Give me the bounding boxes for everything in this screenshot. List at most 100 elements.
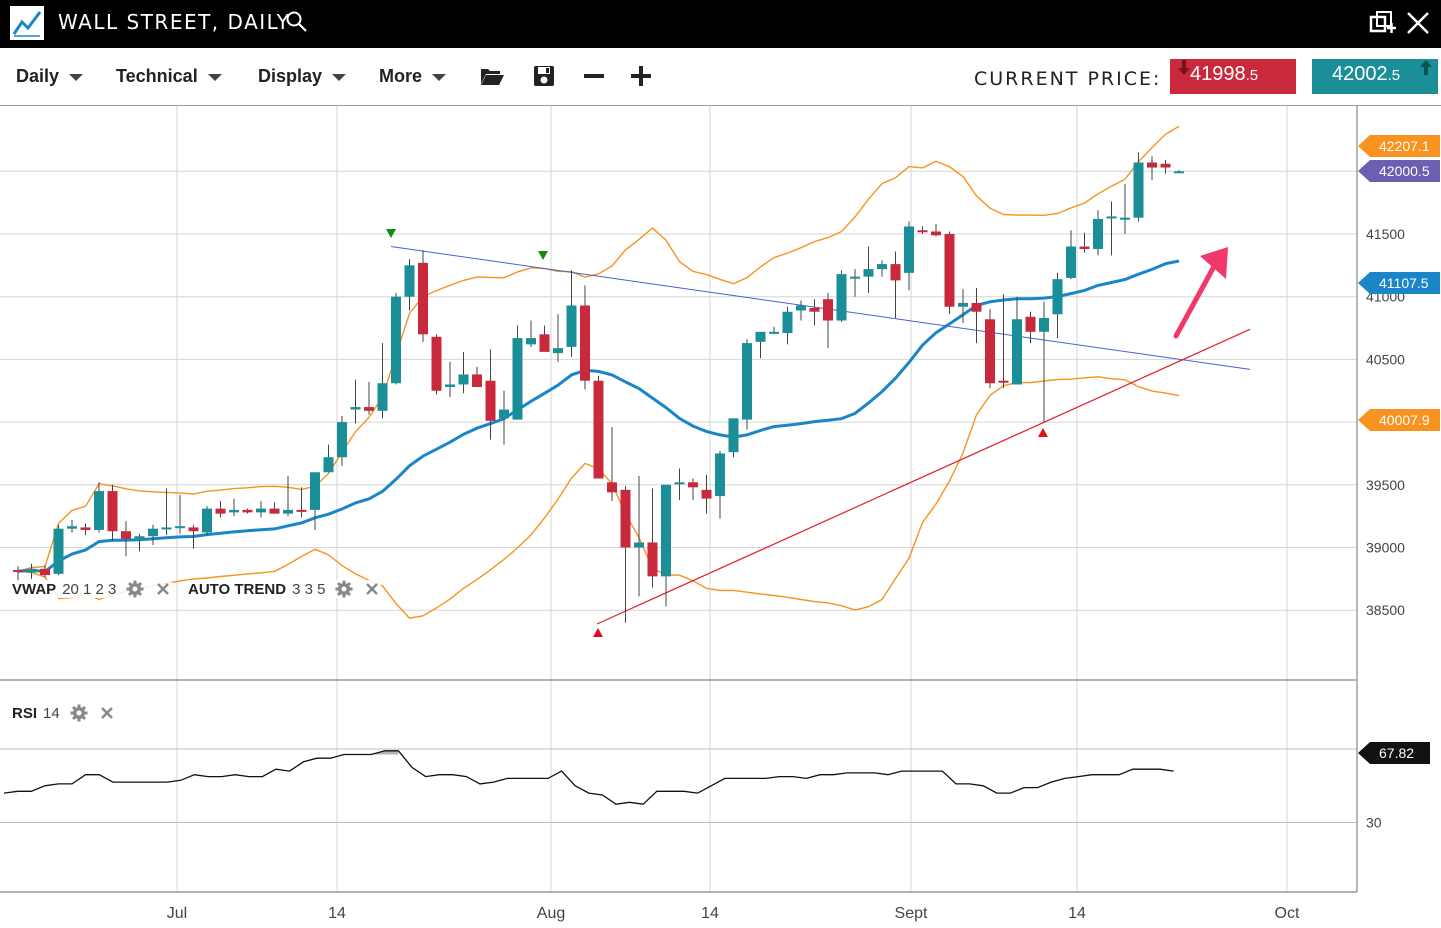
candle bbox=[431, 334, 442, 395]
candle bbox=[67, 519, 77, 533]
candle bbox=[782, 306, 793, 345]
candle-body bbox=[944, 234, 955, 307]
buy-price-button[interactable]: 42002.5 bbox=[1312, 59, 1438, 94]
gear-icon[interactable] bbox=[335, 580, 353, 598]
buy-price-decimal: .5 bbox=[1387, 67, 1401, 84]
candle-body bbox=[26, 568, 37, 573]
chart-grid bbox=[0, 106, 1358, 893]
candle bbox=[94, 482, 104, 533]
rsi-indicator-label[interactable]: RSI 14 bbox=[12, 704, 116, 722]
vwap-series-line bbox=[17, 259, 1180, 574]
candle-body bbox=[229, 509, 239, 513]
zoom-in-icon[interactable] bbox=[627, 62, 655, 90]
folder-open-icon[interactable] bbox=[478, 62, 506, 90]
time-tick-label: Jul bbox=[167, 905, 187, 922]
candle-body bbox=[593, 380, 604, 479]
rsi-overbought-fill bbox=[344, 750, 399, 755]
candle bbox=[661, 484, 671, 607]
candle-body bbox=[472, 374, 482, 387]
candle-body bbox=[512, 338, 523, 420]
gear-icon[interactable] bbox=[70, 704, 88, 722]
candle bbox=[836, 270, 847, 322]
candle-body bbox=[836, 274, 847, 321]
candle bbox=[647, 488, 658, 588]
candle bbox=[323, 444, 334, 473]
candle bbox=[364, 381, 374, 415]
candle bbox=[944, 231, 955, 315]
chevron-down-icon bbox=[69, 74, 84, 81]
candle-body bbox=[404, 265, 415, 297]
candle bbox=[580, 285, 590, 390]
candle-body bbox=[1093, 218, 1103, 250]
sell-price-decimal: .5 bbox=[1245, 67, 1259, 84]
candle bbox=[539, 325, 550, 352]
menu-more[interactable]: More bbox=[379, 66, 447, 87]
candle-body bbox=[323, 457, 334, 473]
gear-icon[interactable] bbox=[126, 580, 144, 598]
candle-body bbox=[1120, 217, 1130, 220]
chevron-down-icon bbox=[207, 74, 222, 81]
candle bbox=[229, 498, 239, 517]
vwap-indicator-label[interactable]: VWAP 20 1 2 3 bbox=[12, 580, 173, 598]
sell-price-main: 41998 bbox=[1190, 63, 1246, 85]
candle-body bbox=[377, 383, 388, 411]
candle-body bbox=[67, 526, 77, 529]
pivot-low-marker bbox=[1038, 428, 1048, 437]
candle-body bbox=[985, 319, 995, 384]
sell-price-button[interactable]: 41998.5 bbox=[1170, 59, 1296, 94]
candle bbox=[593, 375, 604, 479]
candle-body bbox=[175, 526, 185, 529]
candle bbox=[796, 300, 806, 321]
candle bbox=[526, 320, 536, 347]
vwap-line bbox=[17, 259, 1180, 574]
candle-body bbox=[269, 508, 280, 514]
candle-body bbox=[998, 380, 1009, 383]
close-icon[interactable] bbox=[363, 580, 381, 598]
candle-body bbox=[337, 422, 347, 458]
candle bbox=[1066, 230, 1076, 280]
candle-body bbox=[1079, 246, 1090, 250]
candle bbox=[337, 415, 347, 466]
menu-display[interactable]: Display bbox=[258, 66, 347, 87]
candle bbox=[310, 472, 320, 530]
candle-body bbox=[499, 409, 509, 419]
candle bbox=[985, 309, 995, 389]
candle bbox=[1012, 296, 1022, 385]
candle bbox=[242, 508, 253, 514]
price-chart[interactable]: 41500410004050039500390003850042207.1420… bbox=[0, 106, 1441, 928]
candle-body bbox=[607, 482, 617, 493]
close-icon[interactable] bbox=[98, 704, 116, 722]
candle bbox=[161, 488, 172, 535]
rsi-params: 14 bbox=[43, 704, 60, 722]
candle-body bbox=[863, 269, 874, 277]
close-icon[interactable] bbox=[1403, 8, 1433, 38]
save-icon[interactable] bbox=[530, 62, 558, 90]
search-icon[interactable] bbox=[285, 10, 309, 34]
zoom-out-icon[interactable] bbox=[580, 62, 608, 90]
candle-body bbox=[688, 482, 698, 488]
price-tag-shape bbox=[1358, 409, 1440, 431]
rsi-line bbox=[3, 750, 1174, 805]
candle bbox=[283, 476, 293, 517]
current-price-label: CURRENT PRICE: bbox=[974, 68, 1162, 90]
candle-body bbox=[904, 226, 914, 273]
chart-line-icon[interactable] bbox=[10, 6, 44, 40]
candle-body bbox=[431, 336, 442, 391]
price-tick-label: 41500 bbox=[1366, 226, 1405, 242]
candle-body bbox=[971, 302, 982, 312]
pivot-low-marker bbox=[593, 628, 603, 637]
window-restore-icon[interactable] bbox=[1368, 8, 1398, 38]
window-title: WALL STREET, DAILY bbox=[58, 10, 291, 34]
candle-body bbox=[1147, 162, 1157, 168]
auto-trend-indicator-label[interactable]: AUTO TREND 3 3 5 bbox=[188, 580, 382, 598]
time-tick-label: Sept bbox=[895, 905, 928, 922]
candle-body bbox=[823, 299, 833, 321]
candle bbox=[931, 223, 941, 237]
candle-body bbox=[877, 264, 887, 270]
close-icon[interactable] bbox=[154, 580, 172, 598]
candle bbox=[269, 502, 280, 514]
menu-daily[interactable]: Daily bbox=[16, 66, 84, 87]
annotation-arrow bbox=[1173, 247, 1228, 339]
menu-technical[interactable]: Technical bbox=[116, 66, 222, 87]
candle bbox=[134, 533, 145, 552]
